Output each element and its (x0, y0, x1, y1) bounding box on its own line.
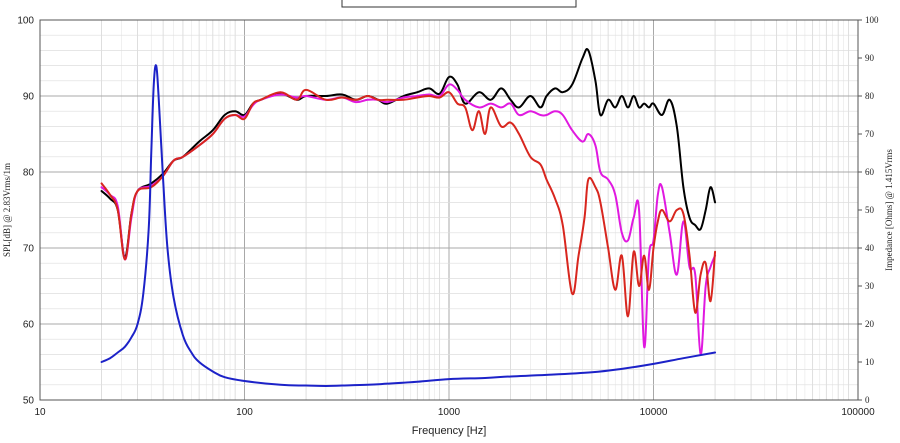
y2-tick-label: 40 (865, 243, 875, 253)
y2-tick-label: 10 (865, 357, 875, 367)
x-tick-label: 1000 (438, 407, 461, 418)
y2-tick-label: 100 (865, 15, 879, 25)
spl-red-line (100, 88, 717, 318)
x-axis-title: Frequency [Hz] (412, 425, 487, 437)
spl-magenta-line (100, 83, 717, 356)
series-lines (100, 47, 717, 387)
grid (39, 19, 858, 401)
x-tick-label: 100 (236, 407, 253, 418)
y-tick-label: 50 (23, 396, 35, 407)
title-box (341, 0, 577, 8)
y-tick-label: 80 (23, 168, 35, 179)
y2-tick-label: 50 (865, 205, 875, 215)
tick-labels: 10 100 1000 10000 10000050607080901000102030… (17, 15, 879, 418)
y-tick-label: 90 (23, 92, 35, 103)
y2-tick-label: 90 (865, 53, 875, 63)
x-tick-label: 10000 (640, 407, 668, 418)
impedance-blue-line (100, 64, 717, 387)
x-tick-label: 10 (34, 407, 46, 418)
y2-tick-label: 60 (865, 167, 875, 177)
y2-tick-label: 0 (865, 395, 870, 405)
y2-tick-label: 30 (865, 281, 875, 291)
x-tick-label: 100000 (841, 407, 875, 418)
y-tick-label: 70 (23, 244, 35, 255)
y2-tick-label: 80 (865, 91, 875, 101)
y-axis-title: SPL[dB] @ 2.83Vrms/1m (2, 163, 12, 257)
y2-tick-label: 70 (865, 129, 875, 139)
y-tick-label: 60 (23, 320, 35, 331)
y2-axis-title: Impedance [Ohms] @ 1.415Vrms (884, 149, 894, 271)
y-tick-label: 100 (17, 16, 34, 27)
y2-tick-label: 20 (865, 319, 875, 329)
spl-black-line (100, 47, 717, 259)
